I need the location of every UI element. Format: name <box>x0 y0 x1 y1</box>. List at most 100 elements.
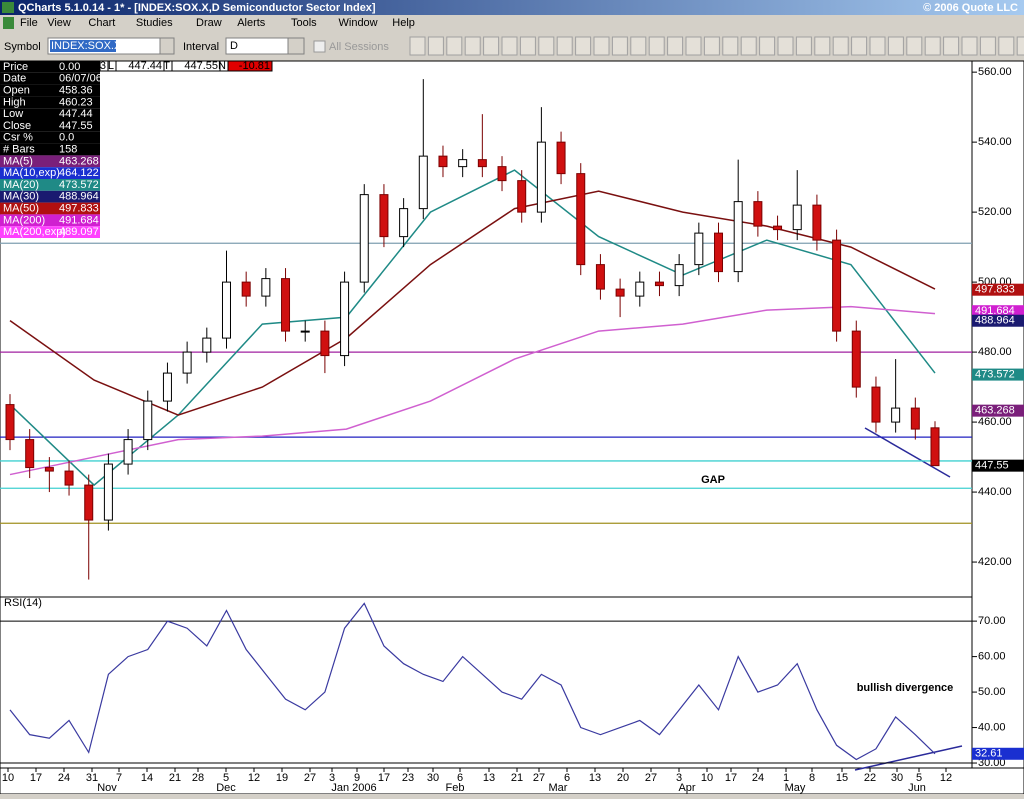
info-row <box>0 84 100 97</box>
toolbar-button[interactable] <box>740 36 757 56</box>
toolbar-button[interactable] <box>703 36 720 56</box>
candle-body <box>261 278 271 297</box>
info-row <box>0 226 100 238</box>
candle-body <box>320 330 330 357</box>
toolbar-button[interactable] <box>611 36 628 56</box>
candle-body <box>418 155 428 210</box>
toolbar-button[interactable] <box>906 36 923 56</box>
toolbar-button[interactable] <box>575 36 592 56</box>
info-label: Csr % <box>3 132 33 144</box>
menu-item[interactable] <box>335 15 384 31</box>
value-tag-label: 463.268 <box>975 405 1015 417</box>
info-row <box>0 96 100 109</box>
x-tick-label: 13 <box>589 772 601 784</box>
y-tick-label: 40.00 <box>978 721 1006 733</box>
info-label: MA(200) <box>3 214 45 226</box>
info-label: Date <box>3 73 26 85</box>
toolbar-button[interactable] <box>685 36 702 56</box>
info-row <box>0 190 100 203</box>
quote-value: N <box>218 60 226 72</box>
candle-body <box>359 194 369 283</box>
toolbar-button[interactable] <box>593 36 610 56</box>
candle-body <box>5 404 15 441</box>
toolbar-button[interactable] <box>630 36 647 56</box>
toolbar-button[interactable] <box>501 36 518 56</box>
menu-item[interactable] <box>132 15 188 31</box>
toolbar-button[interactable] <box>961 36 978 56</box>
toolbar-button[interactable] <box>924 36 941 56</box>
toolbar-button[interactable] <box>998 36 1015 56</box>
quote-value: L <box>108 60 114 72</box>
menu-item[interactable] <box>193 15 227 31</box>
toolbar-button[interactable] <box>814 36 831 56</box>
toolbar-button[interactable] <box>427 36 444 56</box>
x-tick-label: 6 <box>457 772 463 784</box>
info-row <box>0 72 100 85</box>
x-tick-label: 27 <box>645 772 657 784</box>
toolbar-button[interactable] <box>943 36 960 56</box>
candle-body <box>399 208 409 238</box>
price-panel <box>0 60 973 598</box>
x-tick-label: 5 <box>223 772 229 784</box>
info-value: 497.833 <box>59 203 99 215</box>
value-tag <box>972 459 1024 472</box>
quote-value: 447.55 <box>184 60 218 72</box>
moving-average <box>9 169 936 487</box>
info-value: 460.23 <box>59 96 93 108</box>
menu-item[interactable] <box>288 15 329 31</box>
dropdown-button[interactable] <box>287 37 305 55</box>
y-tick-label: 30.00 <box>978 757 1006 769</box>
toolbar-button[interactable] <box>869 36 886 56</box>
window-title: QCharts 5.1.0.14 - 1* - [INDEX:SOX.X,D S… <box>18 2 376 14</box>
toolbar-button[interactable] <box>795 36 812 56</box>
toolbar-button[interactable] <box>887 36 904 56</box>
menu-item-label: Studies <box>136 17 173 29</box>
value-tag <box>972 368 1024 381</box>
toolbar-button[interactable] <box>777 36 794 56</box>
info-value: 458.36 <box>59 85 93 97</box>
candle-body <box>300 330 310 333</box>
x-tick-label: 21 <box>169 772 181 784</box>
toolbar-button[interactable] <box>538 36 555 56</box>
candle-body <box>241 281 251 297</box>
y-tick-label: 420.00 <box>978 556 1012 568</box>
toolbar-button[interactable] <box>483 36 500 56</box>
toolbar-button[interactable] <box>446 36 463 56</box>
candle-body <box>556 141 566 175</box>
candle-body <box>64 470 74 486</box>
candle-body <box>654 281 664 287</box>
toolbar-button[interactable] <box>759 36 776 56</box>
toolbar-button[interactable] <box>722 36 739 56</box>
info-value: 06/07/06 <box>59 73 102 85</box>
toolbar-button[interactable] <box>832 36 849 56</box>
toolbar-button[interactable] <box>519 36 536 56</box>
menu-item[interactable] <box>85 15 127 31</box>
toolbar-button[interactable] <box>409 36 426 56</box>
toolbar-button[interactable] <box>1016 36 1024 56</box>
checkbox[interactable] <box>313 40 326 53</box>
candle-body <box>871 386 881 423</box>
info-value: 0.0 <box>59 132 74 144</box>
value-tag <box>972 314 1024 327</box>
x-tick-label: 3 <box>329 772 335 784</box>
x-tick-label: 17 <box>378 772 390 784</box>
x-tick-label: 3 <box>676 772 682 784</box>
toolbar-button[interactable] <box>667 36 684 56</box>
toolbar-button[interactable] <box>979 36 996 56</box>
toolbar-button[interactable] <box>851 36 868 56</box>
info-label: MA(30) <box>3 191 39 203</box>
rsi-panel <box>0 596 973 769</box>
toolbar-button[interactable] <box>648 36 665 56</box>
dropdown-button[interactable] <box>159 37 175 55</box>
info-value: 447.55 <box>59 120 93 132</box>
toolbar-button[interactable] <box>464 36 481 56</box>
candle-body <box>182 351 192 374</box>
quote-value: T <box>163 60 170 72</box>
toolbar-button[interactable] <box>556 36 573 56</box>
interval-input[interactable] <box>225 37 289 55</box>
x-tick-label: 10 <box>701 772 713 784</box>
menu-item[interactable] <box>234 15 283 31</box>
menu-item[interactable] <box>44 15 79 31</box>
menu-item[interactable] <box>389 15 424 31</box>
